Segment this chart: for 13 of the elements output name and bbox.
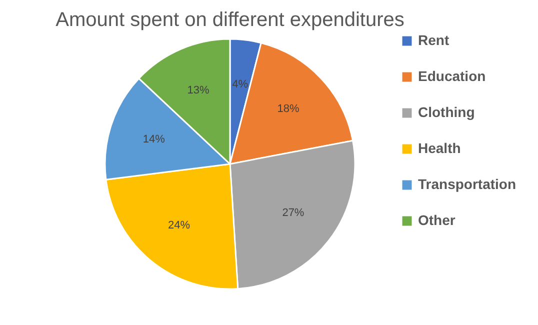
- data-label: 13%: [187, 84, 210, 97]
- legend-label: Health: [418, 140, 461, 156]
- legend-label: Other: [418, 212, 456, 228]
- legend-label: Transportation: [418, 176, 516, 192]
- chart-title: Amount spent on different expenditures: [56, 9, 404, 31]
- legend-label: Clothing: [418, 104, 475, 120]
- data-label: 14%: [142, 133, 166, 146]
- data-label: 27%: [282, 207, 304, 220]
- data-label: 4%: [232, 78, 248, 91]
- data-label: 24%: [168, 220, 190, 232]
- legend-label: Education: [418, 68, 486, 84]
- legend-label: Rent: [418, 32, 450, 48]
- data-label: 18%: [277, 103, 300, 116]
